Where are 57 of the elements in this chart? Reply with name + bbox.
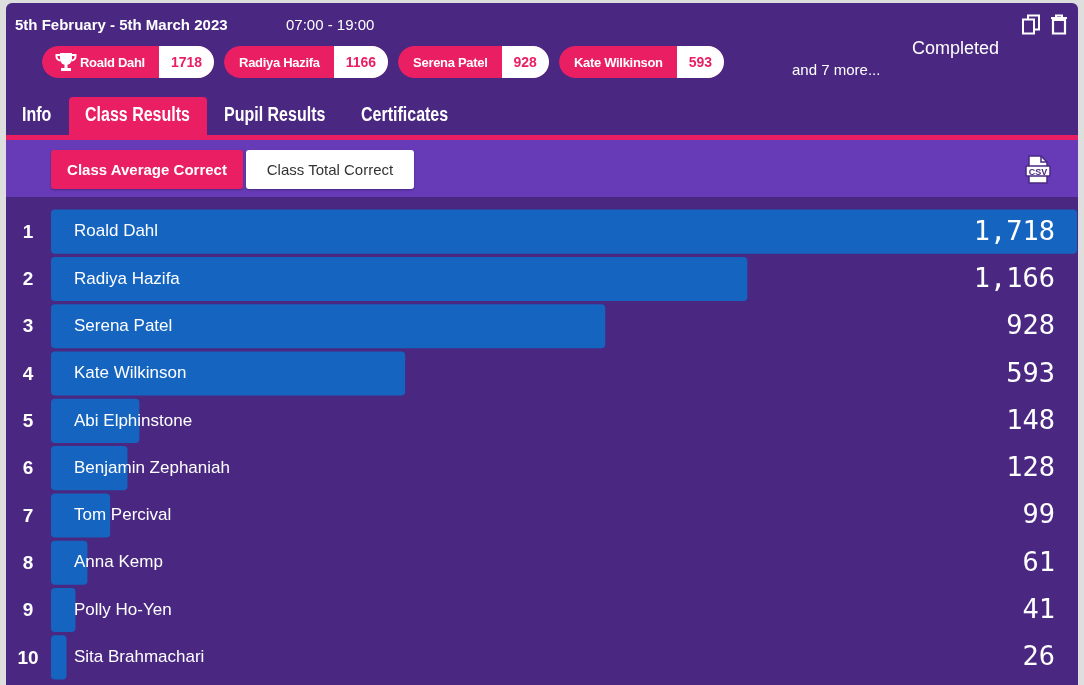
- tab[interactable]: Info: [22, 104, 52, 124]
- y-tick-label: Polly Ho-Yen: [74, 599, 172, 619]
- data-label: 61: [1022, 545, 1055, 577]
- toggle-button[interactable]: Class Total Correct: [246, 150, 414, 189]
- tab[interactable]: Certificates: [361, 104, 449, 124]
- text: 7: [22, 504, 34, 526]
- data-label: 41: [1022, 593, 1055, 625]
- data-label: 1,166: [973, 261, 1055, 293]
- bar: [51, 351, 406, 396]
- y-tick-label: Tom Percival: [74, 505, 172, 525]
- text: 5: [22, 410, 34, 432]
- y-tick-label: Radiya Hazifa: [74, 268, 181, 288]
- data-label: 148: [1006, 403, 1055, 435]
- y-tick-label: Anna Kemp: [74, 552, 163, 572]
- data-label: 593: [1006, 356, 1055, 388]
- csv-file-icon[interactable]: CSV: [1025, 155, 1051, 184]
- y-tick-label: Serena Patel: [74, 315, 173, 335]
- text: 3: [22, 315, 34, 337]
- y-tick-label: Kate Wilkinson: [74, 363, 187, 383]
- y-tick-label: Roald Dahl: [74, 221, 159, 241]
- text: Completed: [912, 38, 1000, 59]
- data-label: 128: [1006, 451, 1055, 483]
- text: Serena Patel: [413, 54, 488, 70]
- text: 4: [22, 362, 34, 384]
- text: 1166: [333, 46, 389, 78]
- text: 8: [22, 551, 34, 573]
- text: 593: [676, 46, 725, 78]
- bar: [51, 493, 111, 538]
- data-label: 1,718: [973, 214, 1055, 246]
- text: 9: [22, 599, 34, 621]
- text: 1: [22, 220, 34, 242]
- data-label: 26: [1022, 640, 1055, 672]
- text: and 7 more...: [792, 61, 881, 78]
- chart-subtitle: 07:00 - 19:00: [286, 16, 375, 33]
- bar: [51, 209, 1077, 254]
- chart-title: 5th February - 5th March 2023: [15, 16, 228, 33]
- y-tick-label: Abi Elphinstone: [74, 410, 193, 430]
- text: 1718: [158, 46, 215, 78]
- text: Radiya Hazifa: [239, 54, 320, 70]
- text: 2: [22, 268, 34, 290]
- bar: [51, 304, 606, 349]
- bar: [51, 635, 67, 680]
- copy-icon[interactable]: [1021, 14, 1041, 35]
- tab[interactable]: Pupil Results: [224, 104, 326, 124]
- trash-icon[interactable]: [1050, 14, 1068, 35]
- y-tick-label: Benjamin Zephaniah: [74, 457, 230, 477]
- bar: [51, 588, 76, 633]
- text: 6: [22, 457, 34, 479]
- text: 928: [501, 46, 549, 78]
- y-tick-label: Sita Brahmachari: [74, 647, 205, 667]
- text: 10: [17, 646, 39, 668]
- data-label: 928: [1006, 309, 1055, 341]
- bar: [51, 256, 748, 301]
- toggle-button[interactable]: Class Average Correct: [51, 150, 243, 189]
- data-label: 99: [1022, 498, 1055, 530]
- text: Kate Wilkinson: [573, 54, 663, 70]
- tab[interactable]: Class Results: [69, 97, 207, 137]
